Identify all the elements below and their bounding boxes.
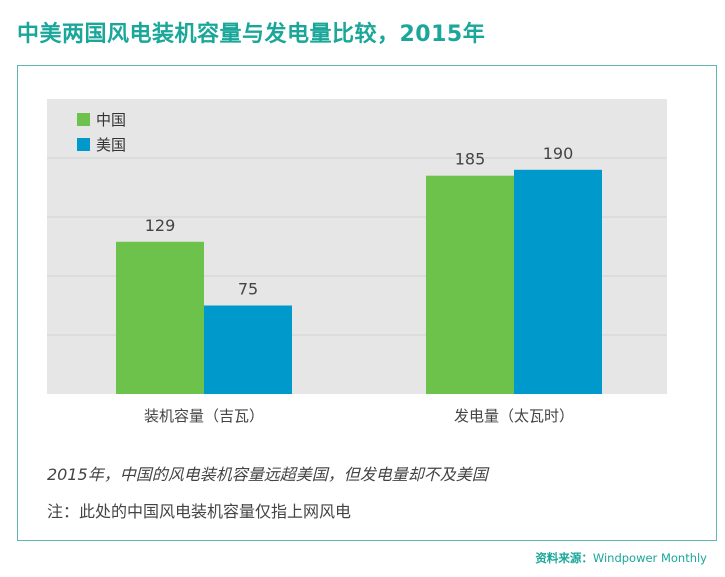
source-label: 资料来源： — [535, 551, 593, 565]
source-value: Windpower Monthly — [592, 551, 707, 565]
category-label: 发电量（太瓦时） — [454, 407, 574, 425]
chart-caption: 2015年，中国的风电装机容量远超美国，但发电量却不及美国 — [47, 465, 488, 484]
legend-entry: 美国 — [96, 136, 126, 154]
source-credit: 资料来源：Windpower Monthly — [535, 550, 707, 566]
legend-swatch — [77, 113, 90, 126]
data-label: 185 — [455, 150, 486, 169]
bar — [204, 305, 292, 394]
legend-entry: 中国 — [96, 111, 126, 129]
data-label: 75 — [238, 280, 258, 299]
data-label: 129 — [145, 216, 176, 235]
bar — [116, 241, 204, 394]
data-label: 190 — [543, 144, 574, 163]
bar — [514, 169, 602, 394]
chart-title: 中美两国风电装机容量与发电量比较，2015年 — [17, 22, 486, 47]
legend-swatch — [77, 138, 90, 151]
category-label: 装机容量（吉瓦） — [144, 407, 264, 425]
chart-footnote: 注：此处的中国风电装机容量仅指上网风电 — [47, 502, 352, 521]
bar — [426, 175, 514, 394]
